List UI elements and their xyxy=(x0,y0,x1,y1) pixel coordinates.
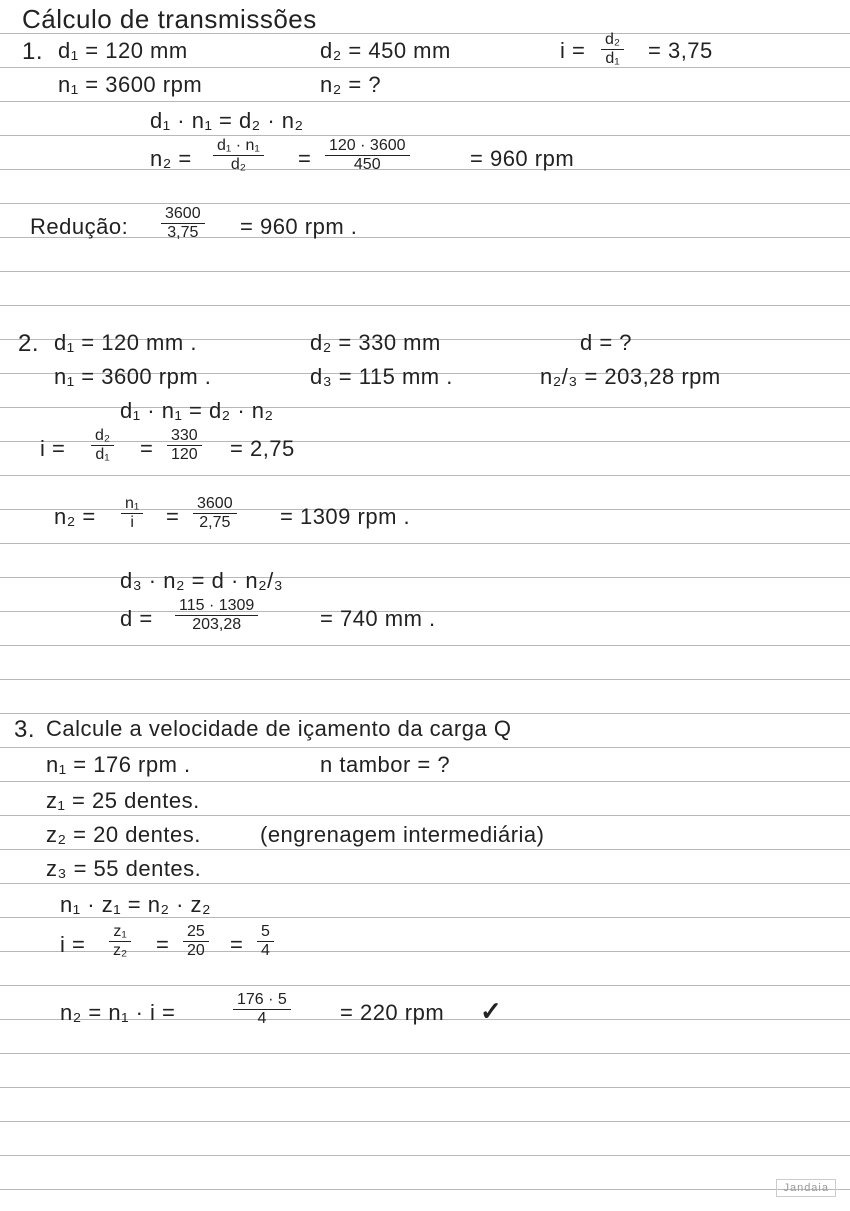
p1-i-res: = 3,75 xyxy=(648,38,713,64)
p2-d-res: = 740 mm . xyxy=(320,606,436,632)
p3-z3: z₃ = 55 dentes. xyxy=(46,856,201,882)
p1-red-label: Redução: xyxy=(30,214,128,240)
notebook-page: Cálculo de transmissões 1. d₁ = 120 mm d… xyxy=(0,0,850,1211)
p3-n2-res: = 220 rpm xyxy=(340,1000,444,1026)
p3-i-frac-c: 5 4 xyxy=(254,924,277,959)
p2-n2-lhs: n₂ = xyxy=(54,504,96,530)
p2-n2-res: = 1309 rpm . xyxy=(280,504,410,530)
p3-eq2: = xyxy=(230,932,243,958)
p3-eq1: = xyxy=(156,932,169,958)
p2-n23: n₂/₃ = 203,28 rpm xyxy=(540,364,721,390)
p2-i-frac-b: 330 120 xyxy=(164,428,205,463)
p1-eq1: = xyxy=(298,146,311,172)
brand-watermark: Jandaia xyxy=(776,1179,836,1197)
p3-relation: n₁ · z₁ = n₂ · z₂ xyxy=(60,892,211,918)
p3-z2: z₂ = 20 dentes. xyxy=(46,822,201,848)
p3-n2-frac: 176 · 5 4 xyxy=(230,992,294,1027)
p2-n1: n₁ = 3600 rpm . xyxy=(54,364,211,390)
p2-d3: d₃ = 115 mm . xyxy=(310,364,453,390)
p2-d-frac: 115 · 1309 203,28 xyxy=(172,598,261,633)
p1-i-lhs: i = xyxy=(560,38,585,64)
p2-eq1: = xyxy=(140,436,153,462)
p2-relation: d₁ · n₁ = d₂ · n₂ xyxy=(120,398,274,424)
p2-i-frac-a: d₂ d₁ xyxy=(88,428,117,463)
p1-n2-frac-b: 120 · 3600 450 xyxy=(322,138,413,173)
p3-i-frac-a: z₁ z₂ xyxy=(106,924,134,959)
p2-d2: d₂ = 330 mm xyxy=(310,330,441,356)
p1-d2: d₂ = 450 mm xyxy=(320,38,451,64)
p1-n2-res: = 960 rpm xyxy=(470,146,574,172)
p2-dq: d = ? xyxy=(580,330,632,356)
p3-n1: n₁ = 176 rpm . xyxy=(46,752,191,778)
p3-i-lhs: i = xyxy=(60,932,85,958)
p3-ntambor: n tambor = ? xyxy=(320,752,450,778)
check-mark: ✓ xyxy=(480,996,502,1027)
p3-note: (engrenagem intermediária) xyxy=(260,822,544,848)
p2-n2-frac-b: 3600 2,75 xyxy=(190,496,240,531)
p1-red-res: = 960 rpm . xyxy=(240,214,357,240)
page-title: Cálculo de transmissões xyxy=(22,4,317,35)
p1-n2-lhs: n₂ = xyxy=(150,146,192,172)
p3-number: 3. xyxy=(14,716,35,744)
p1-red-frac: 3600 3,75 xyxy=(158,206,208,241)
p1-n2q: n₂ = ? xyxy=(320,72,381,98)
p3-z1: z₁ = 25 dentes. xyxy=(46,788,200,814)
p3-i-frac-b: 25 20 xyxy=(180,924,212,959)
p2-eq2: = xyxy=(166,504,179,530)
p2-n2-frac-a: n₁ i xyxy=(118,496,146,531)
p2-i-res: = 2,75 xyxy=(230,436,295,462)
p1-number: 1. xyxy=(22,38,43,66)
p1-n1: n₁ = 3600 rpm xyxy=(58,72,202,98)
p3-n2-lhs: n₂ = n₁ · i = xyxy=(60,1000,175,1026)
p2-i-lhs: i = xyxy=(40,436,65,462)
p1-d1: d₁ = 120 mm xyxy=(58,38,188,64)
p2-relation2: d₃ · n₂ = d · n₂/₃ xyxy=(120,568,283,594)
p1-relation: d₁ · n₁ = d₂ · n₂ xyxy=(150,108,304,134)
p1-n2-frac-a: d₁ · n₁ d₂ xyxy=(210,138,267,173)
p1-i-frac: d₂ d₁ xyxy=(598,32,627,67)
p2-d1: d₁ = 120 mm . xyxy=(54,330,197,356)
p2-number: 2. xyxy=(18,330,39,358)
p2-d-lhs: d = xyxy=(120,606,153,632)
p3-statement: Calcule a velocidade de içamento da carg… xyxy=(46,716,511,742)
